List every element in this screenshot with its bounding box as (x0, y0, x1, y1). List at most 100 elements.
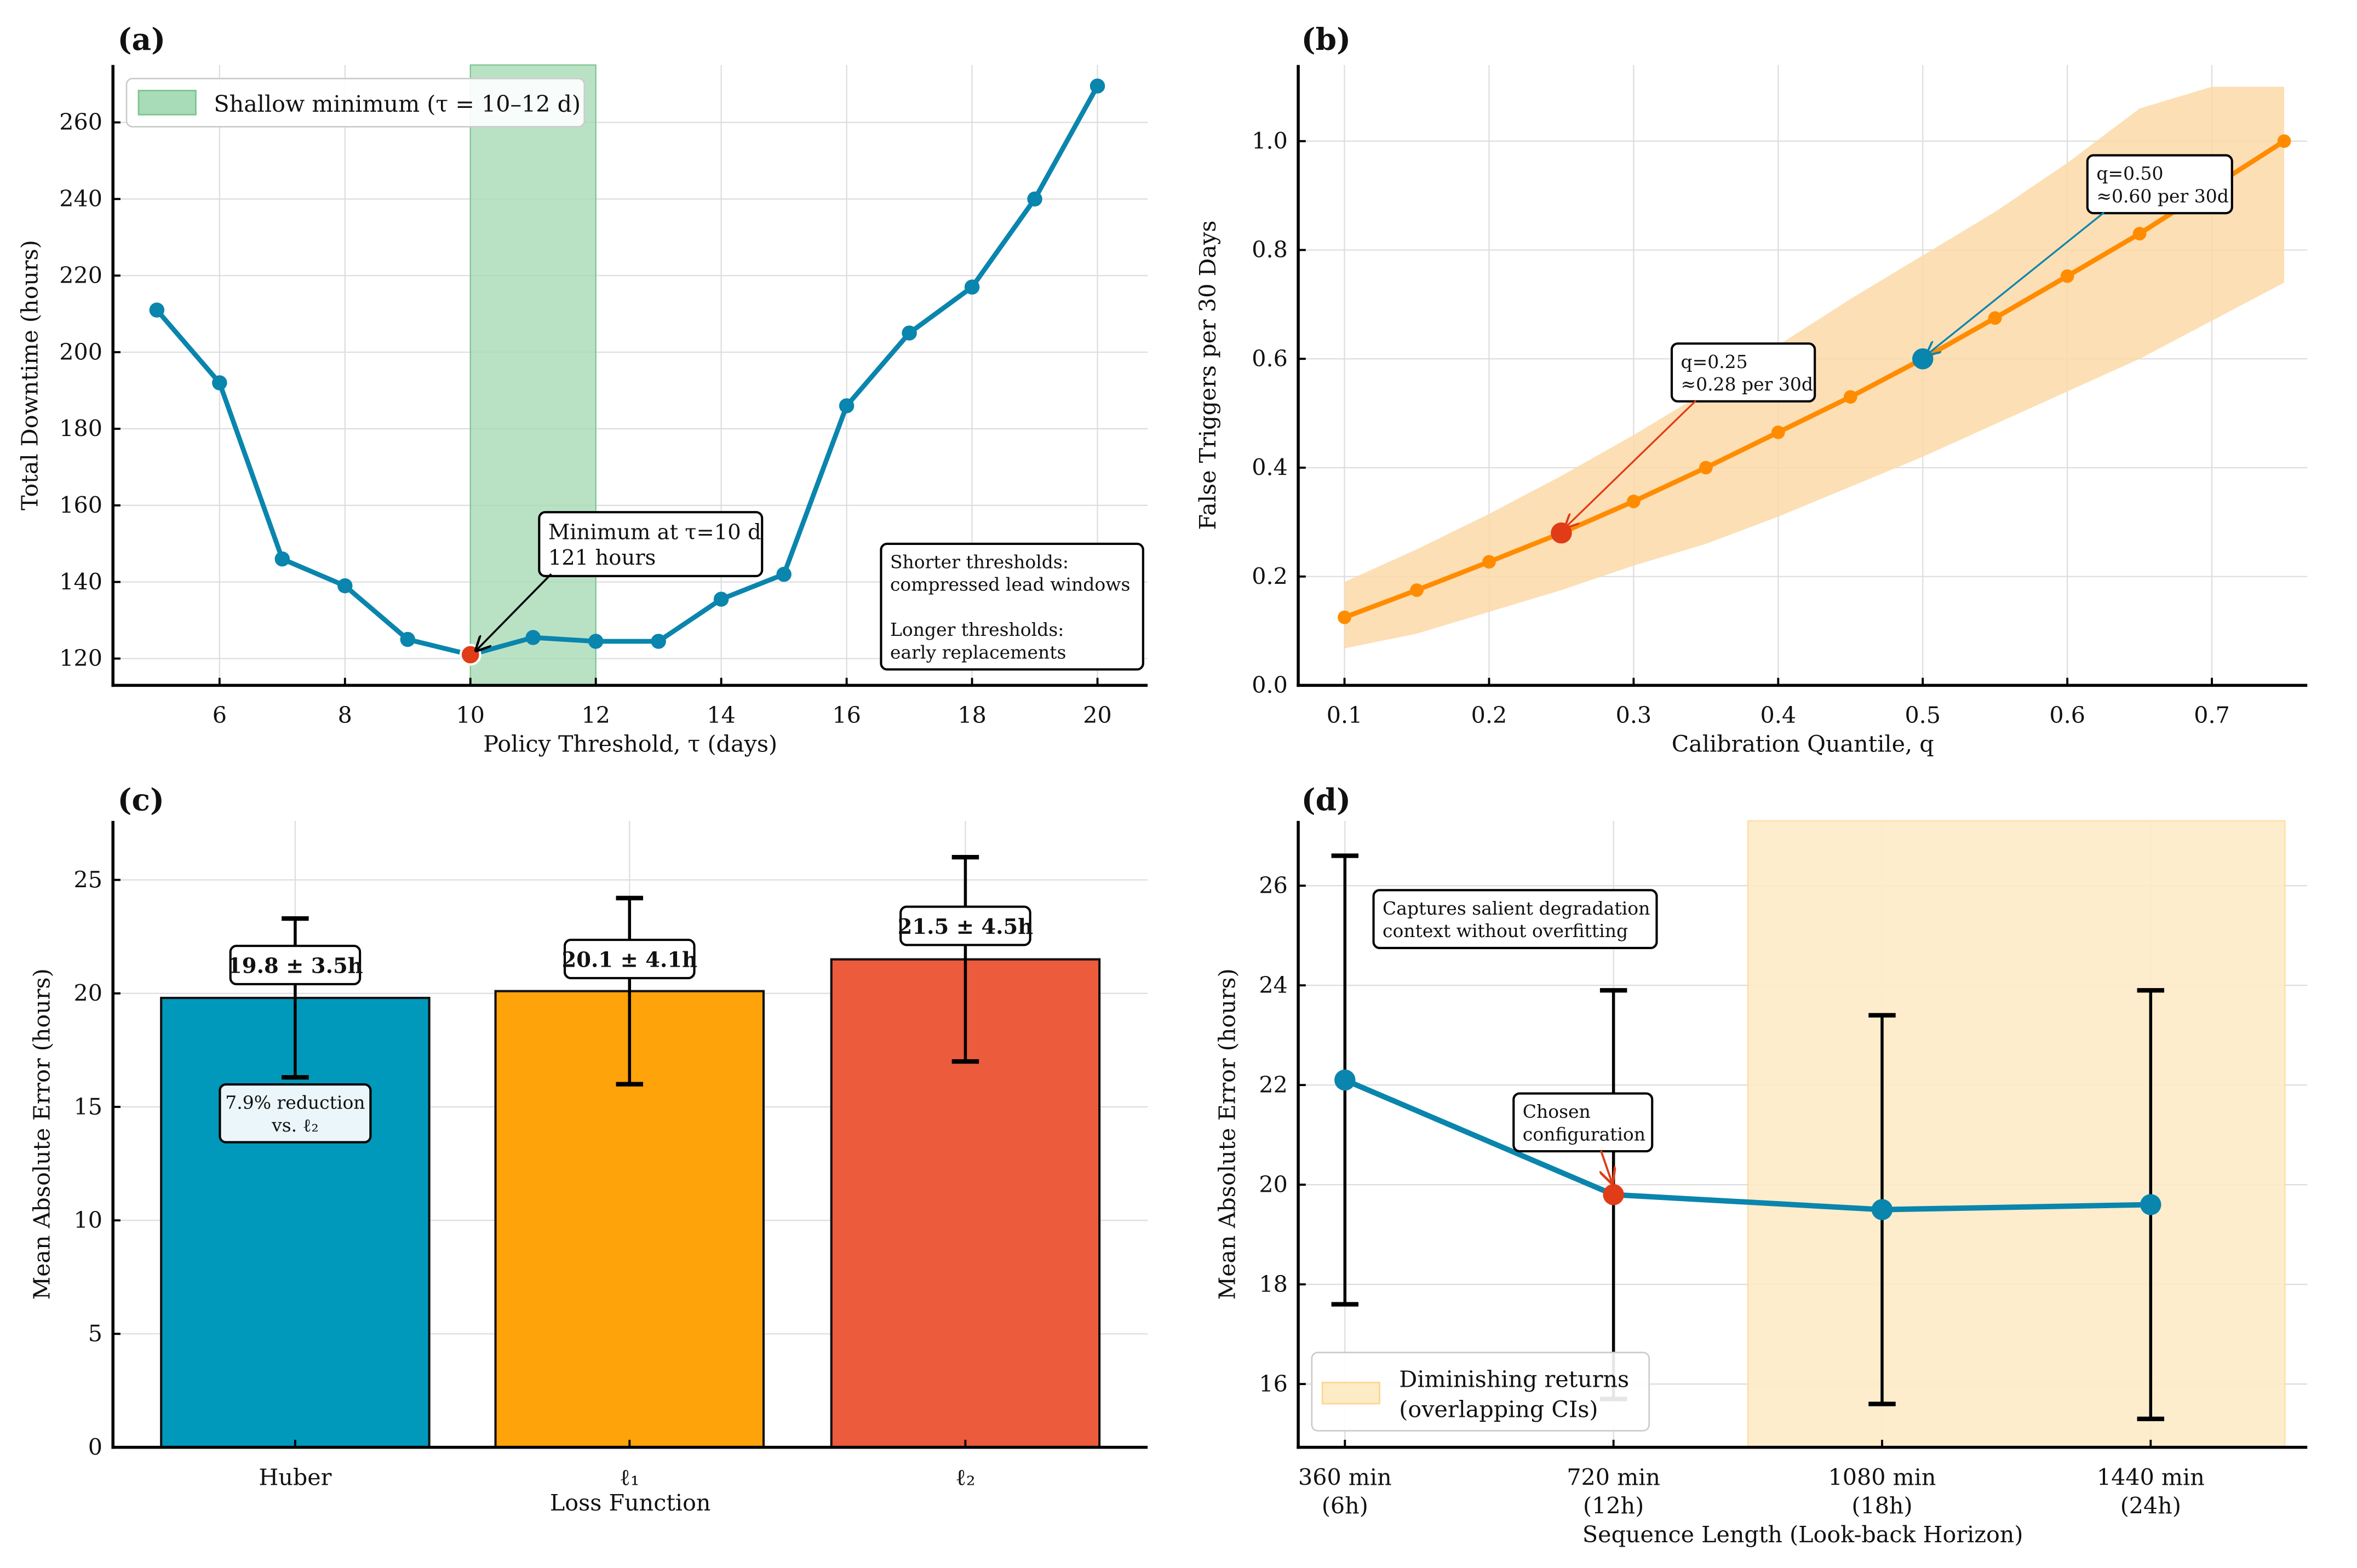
x-tick-label: 1080 min (1828, 1464, 1936, 1490)
annotation-arrow-q050 (1927, 211, 2105, 354)
y-axis-label: Mean Absolute Error (hours) (1214, 968, 1241, 1300)
legend-swatch (1321, 1382, 1380, 1405)
data-point (839, 398, 855, 413)
y-tick-label: 10 (73, 1207, 102, 1233)
annotation-q025-box (1670, 342, 1816, 403)
annotation-context-text: Captures salient degradation (1383, 898, 1650, 919)
x-tick-label: Huber (259, 1464, 331, 1490)
panel-d: 16 18 20 22 24 26 360 min (6h) 720 min (12h) 1080 … (1214, 782, 2308, 1548)
annotation-q050-text: ≈0.60 per 30d (2096, 185, 2229, 206)
data-label-box (899, 905, 1031, 946)
y-axis-label: Mean Absolute Error (hours) (29, 968, 55, 1300)
data-point (212, 375, 227, 390)
x-tick-label: (18h) (1851, 1493, 1912, 1519)
x-axis-label: Calibration Quantile, q (1672, 731, 1934, 757)
data-point (2060, 269, 2074, 283)
legend-box (125, 77, 586, 128)
annotation-q050-text: q=0.50 (2096, 163, 2163, 184)
annotation-q050-box (2086, 154, 2233, 215)
data-point (2277, 134, 2291, 148)
chosen-point (1603, 1184, 1624, 1205)
x-tick-label: 18 (957, 702, 986, 728)
x-tick-label: 0.4 (1760, 702, 1797, 728)
series-line (1343, 139, 2286, 620)
data-point (1699, 461, 1713, 475)
y-tick-label: 25 (73, 866, 102, 893)
data-point (2140, 1194, 2161, 1215)
annotation-context-text: context without overfitting (1383, 920, 1628, 941)
highlight-point-q025 (1551, 522, 1572, 544)
x-axis-label: Policy Threshold, τ (days) (483, 731, 777, 757)
y-tick-label: 15 (73, 1094, 102, 1120)
data-point (776, 566, 792, 582)
annotation-reduction-text: 7.9% reduction (225, 1092, 365, 1113)
y-tick-label: 26 (1259, 872, 1287, 899)
y-tick-label: 20 (1259, 1171, 1287, 1198)
data-point (149, 302, 165, 318)
data-point (1338, 610, 1351, 624)
annotation-q050: q=0.50≈0.60 per 30d (2086, 154, 2233, 215)
data-label: 21.5 ± 4.5h (898, 905, 1033, 946)
panel-label: (c) (117, 782, 164, 818)
panel-c: 19.8 ± 3.5h 20.1 ± 4.1h 21.5 ± 4.5h 0 5 10 15 2… (29, 782, 1148, 1516)
y-tick-label: 0.4 (1252, 455, 1288, 481)
shaded-region-minimum (469, 64, 597, 686)
series-line (155, 84, 1100, 657)
data-point (1482, 555, 1496, 569)
x-axis-label: Loss Function (550, 1490, 711, 1516)
y-tick-label: 5 (88, 1320, 102, 1347)
annotation-chosen-text: configuration (1523, 1123, 1645, 1145)
data-point (1410, 583, 1424, 597)
data-point (651, 634, 666, 649)
legend: Shallow minimum (τ = 10–12 d) (125, 77, 586, 128)
x-tick-label: 0.2 (1471, 702, 1507, 728)
annotation-threshold-notes-text: Longer thresholds: (890, 619, 1064, 640)
y-tick-label: 18 (1259, 1271, 1287, 1297)
y-tick-label: 24 (1259, 972, 1287, 998)
data-point (902, 325, 917, 341)
data-point (1771, 425, 1785, 439)
data-point (1988, 311, 2002, 325)
minimum-point (459, 644, 481, 666)
annotation-reduction-text: vs. ℓ₂ (271, 1115, 319, 1136)
y-tick-label: 0.8 (1252, 237, 1288, 263)
annotation-threshold-notes-box (880, 542, 1144, 671)
y-tick-label: 0.6 (1252, 346, 1288, 372)
data-point (2132, 227, 2147, 241)
annotation-threshold-notes: Shorter thresholds:compressed lead windo… (880, 542, 1144, 671)
x-tick-label: 20 (1083, 702, 1111, 728)
y-tick-label: 1.0 (1252, 128, 1288, 154)
annotation-threshold-notes-text: compressed lead windows (890, 574, 1130, 595)
data-label-box (229, 945, 362, 985)
data-label-text: 19.8 ± 3.5h (227, 954, 363, 978)
y-tick-label: 0.0 (1252, 672, 1288, 698)
shaded-region-diminishing (1747, 820, 2286, 1448)
annotation-arrow-chosen (1601, 1150, 1612, 1182)
legend-label: Shallow minimum (τ = 10–12 d) (214, 91, 581, 117)
panel-label: (b) (1301, 21, 1351, 57)
annotation-arrow (477, 573, 552, 650)
legend-swatch (137, 89, 197, 116)
panel-a: 120 140 160 180 200 220 240 260 6 8 10 12 14 16 18 20 Po… (17, 21, 1148, 757)
annotation-minimum-text: Minimum at τ=10 d (548, 520, 761, 544)
data-point (1843, 390, 1857, 404)
data-point (525, 630, 541, 645)
annotation-q025: q=0.25≈0.28 per 30d (1670, 342, 1816, 403)
panel-label: (a) (117, 21, 165, 57)
legend-box (1311, 1352, 1650, 1432)
x-tick-label: 0.7 (2194, 702, 2230, 728)
annotation-minimum-box (538, 511, 764, 577)
data-point (400, 631, 416, 647)
series-line (1344, 1077, 2151, 1213)
x-tick-label: ℓ₂ (955, 1464, 975, 1490)
y-tick-label: 220 (59, 262, 102, 289)
data-label: 19.8 ± 3.5h (227, 945, 363, 985)
data-point (337, 578, 353, 594)
x-tick-label: 720 min (1567, 1464, 1660, 1490)
x-tick-label: (12h) (1583, 1493, 1644, 1519)
data-point (1027, 191, 1042, 207)
